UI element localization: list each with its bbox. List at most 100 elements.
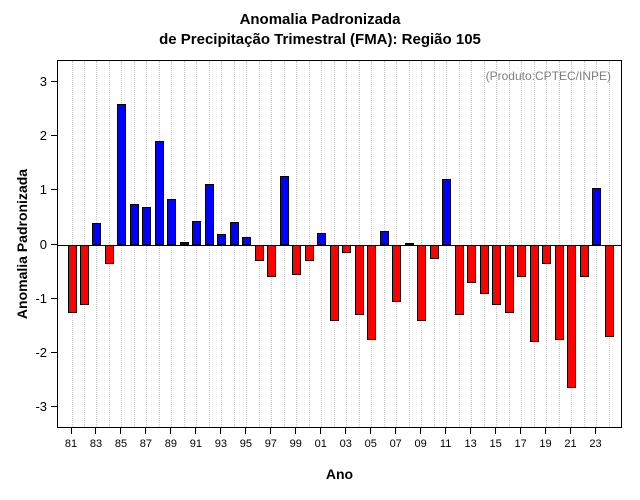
x-tick-label: 97 (264, 438, 277, 450)
bar-1983 (92, 223, 102, 245)
bar-1990 (179, 242, 189, 245)
bar-1982 (79, 245, 89, 305)
x-tick-mark (395, 428, 397, 434)
bar-1999 (292, 245, 302, 275)
bar-1988 (154, 141, 164, 245)
y-tick-label: 1 (39, 182, 47, 198)
bar-2024 (604, 245, 614, 337)
gridline (608, 61, 610, 427)
gridline (271, 61, 273, 427)
x-tick-mark (270, 428, 272, 434)
bar-1998 (279, 176, 289, 245)
x-tick-label: 13 (464, 438, 477, 450)
y-tick-mark (51, 81, 57, 83)
bar-1995 (242, 236, 252, 245)
x-tick-label: 83 (89, 438, 103, 450)
x-tick-mark (70, 428, 72, 434)
x-tick-mark (170, 428, 172, 434)
bar-1991 (192, 220, 202, 245)
y-tick-label: -3 (35, 398, 47, 414)
x-tick-mark (570, 428, 572, 434)
bar-2001 (317, 233, 327, 245)
y-tick-label: -2 (35, 344, 47, 360)
bar-1989 (167, 199, 177, 245)
gridline (333, 61, 335, 427)
gridline (533, 61, 535, 427)
y-tick-label: -1 (35, 290, 47, 306)
x-tick-mark (520, 428, 522, 434)
y-tick-label: 2 (39, 128, 47, 144)
x-tick-mark (245, 428, 247, 434)
bar-2014 (479, 245, 489, 294)
bar-2012 (454, 245, 464, 316)
gridline (546, 61, 548, 427)
x-tick-label: 11 (439, 438, 452, 450)
bar-2002 (329, 245, 339, 321)
x-tick-mark (195, 428, 197, 434)
bar-1994 (229, 222, 239, 245)
x-tick-label: 85 (114, 438, 128, 450)
y-tick-mark (51, 405, 57, 407)
gridline (108, 61, 110, 427)
x-tick-label: 99 (289, 438, 302, 450)
gridline (508, 61, 510, 427)
y-tick-mark (51, 351, 57, 353)
gridline (346, 61, 348, 427)
x-tick-mark (345, 428, 347, 434)
gridline (483, 61, 485, 427)
bar-2022 (579, 245, 589, 278)
bar-2021 (567, 245, 577, 389)
gridline (358, 61, 360, 427)
bar-2013 (467, 245, 477, 283)
bar-2010 (429, 245, 439, 259)
bar-1992 (204, 184, 214, 245)
bar-1996 (254, 245, 264, 262)
x-tick-label: 15 (489, 438, 502, 450)
x-tick-mark (145, 428, 147, 434)
x-tick-mark (95, 428, 97, 434)
zero-line (58, 244, 621, 246)
chart-title: Anomalia Padronizada (239, 11, 401, 28)
x-tick-label: 09 (414, 438, 427, 450)
x-tick-mark (470, 428, 472, 434)
bar-2007 (392, 245, 402, 302)
gridline (583, 61, 585, 427)
gridline (433, 61, 435, 427)
bar-2015 (492, 245, 502, 305)
x-tick-mark (220, 428, 222, 434)
gridline (558, 61, 560, 427)
x-tick-label: 01 (314, 438, 327, 450)
x-tick-label: 19 (539, 438, 552, 450)
y-tick-mark (51, 243, 57, 245)
bar-2016 (504, 245, 514, 313)
plot-area: (Produto:CPTEC/INPE) (57, 60, 622, 428)
bar-2000 (304, 245, 314, 262)
gridline (371, 61, 373, 427)
bar-2023 (592, 188, 601, 245)
bar-2017 (517, 245, 527, 278)
y-tick-mark (51, 135, 57, 137)
gridline (521, 61, 523, 427)
x-tick-mark (370, 428, 372, 434)
bar-2005 (367, 245, 377, 340)
gridline (396, 61, 398, 427)
x-tick-mark (445, 428, 447, 434)
bar-2018 (529, 245, 539, 343)
y-tick-label: 0 (39, 236, 47, 252)
y-tick-mark (51, 297, 57, 299)
x-tick-label: 81 (64, 438, 78, 450)
source-annotation: (Produto:CPTEC/INPE) (485, 69, 611, 83)
gridline (71, 61, 73, 427)
gridline (496, 61, 498, 427)
bar-2006 (379, 231, 389, 245)
bar-2011 (442, 178, 452, 245)
x-tick-label: 93 (214, 438, 227, 450)
bar-2003 (342, 245, 352, 254)
bar-2020 (554, 245, 564, 340)
x-tick-label: 21 (564, 438, 577, 450)
x-tick-mark (495, 428, 497, 434)
x-tick-mark (320, 428, 322, 434)
x-tick-label: 89 (164, 438, 178, 450)
bar-1993 (217, 234, 227, 245)
